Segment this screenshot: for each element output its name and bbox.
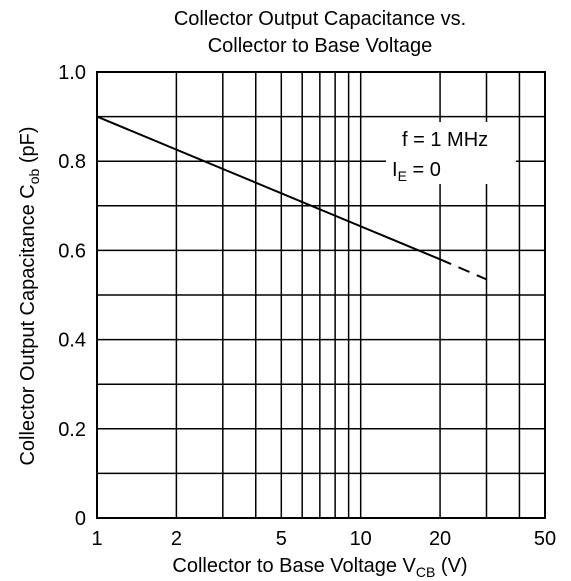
line-series <box>96 115 441 261</box>
y-axis-label: Collector Output Capacitance Cob (pF) <box>17 126 42 465</box>
chart-title: Collector to Base Voltage <box>208 35 433 57</box>
x-axis-label-sub: CB <box>416 564 435 580</box>
y-tick-label: 0.6 <box>58 240 86 262</box>
annotation-box <box>386 122 516 184</box>
line-series <box>439 258 487 281</box>
x-axis-label-main: Collector to Base Voltage V <box>172 555 416 577</box>
x-tick-label: 5 <box>276 528 287 550</box>
x-tick-label: 20 <box>429 528 451 550</box>
y-tick-label: 0.4 <box>58 330 86 352</box>
x-tick-label: 1 <box>91 528 102 550</box>
y-tick-label: 0 <box>75 508 86 530</box>
x-axis-label: Collector to Base Voltage VCB (V) <box>172 555 467 580</box>
annotation-main: f = 1 MHz <box>402 129 488 151</box>
annotation-sub: E <box>398 168 407 184</box>
annotation-rest: = 0 <box>407 159 441 181</box>
y-tick-label: 0.8 <box>58 151 86 173</box>
annotation: f = 1 MHz <box>402 129 488 151</box>
y-axis-label-main: Collector Output Capacitance C <box>17 184 39 465</box>
x-tick-label: 10 <box>350 528 372 550</box>
y-tick-label: 0.2 <box>58 419 86 441</box>
y-axis-label-rest: (pF) <box>17 126 39 168</box>
y-tick-label: 1.0 <box>58 62 86 84</box>
chart-title: Collector Output Capacitance vs. <box>174 8 466 30</box>
x-tick-label: 2 <box>171 528 182 550</box>
plot-frame <box>96 71 546 519</box>
annotation-main: I <box>392 159 398 181</box>
x-axis-label-rest: (V) <box>435 555 467 577</box>
y-axis-label-sub: ob <box>26 168 42 184</box>
annotation: IE = 0 <box>392 159 441 184</box>
x-tick-label: 50 <box>534 528 556 550</box>
